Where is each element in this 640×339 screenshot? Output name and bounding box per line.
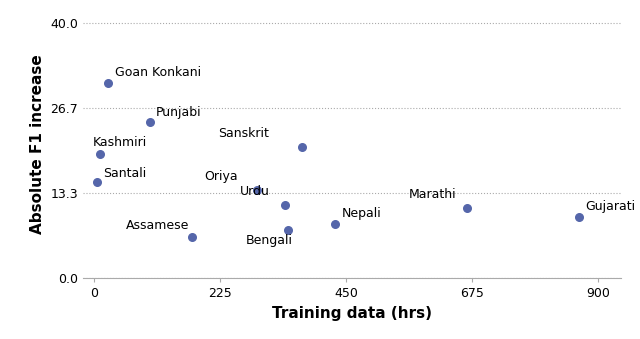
Point (188, 234, 198, 239)
Text: Nepali: Nepali (342, 206, 382, 220)
Text: Sanskrit: Sanskrit (218, 127, 269, 140)
Point (145, 119, 156, 124)
X-axis label: Training data (hrs): Training data (hrs) (272, 305, 432, 321)
Text: Kashmiri: Kashmiri (93, 137, 147, 149)
Text: Santali: Santali (103, 166, 146, 180)
Text: Punjabi: Punjabi (156, 106, 202, 119)
Y-axis label: Absolute F1 increase: Absolute F1 increase (30, 54, 45, 234)
Point (573, 215, 584, 220)
Text: Marathi: Marathi (408, 188, 456, 201)
Point (461, 205, 472, 211)
Text: Urdu: Urdu (241, 185, 270, 198)
Text: Oriya: Oriya (204, 170, 237, 183)
Text: Goan Konkani: Goan Konkani (115, 66, 202, 79)
Point (330, 221, 340, 226)
Point (95, 151, 105, 156)
Text: Bengali: Bengali (246, 234, 293, 247)
Point (103, 81, 113, 86)
Point (282, 227, 292, 233)
Text: Gujarati: Gujarati (586, 200, 636, 213)
Point (280, 202, 290, 207)
Text: Assamese: Assamese (125, 219, 189, 232)
Point (92, 180, 102, 185)
Point (296, 144, 307, 150)
Point (252, 187, 262, 193)
